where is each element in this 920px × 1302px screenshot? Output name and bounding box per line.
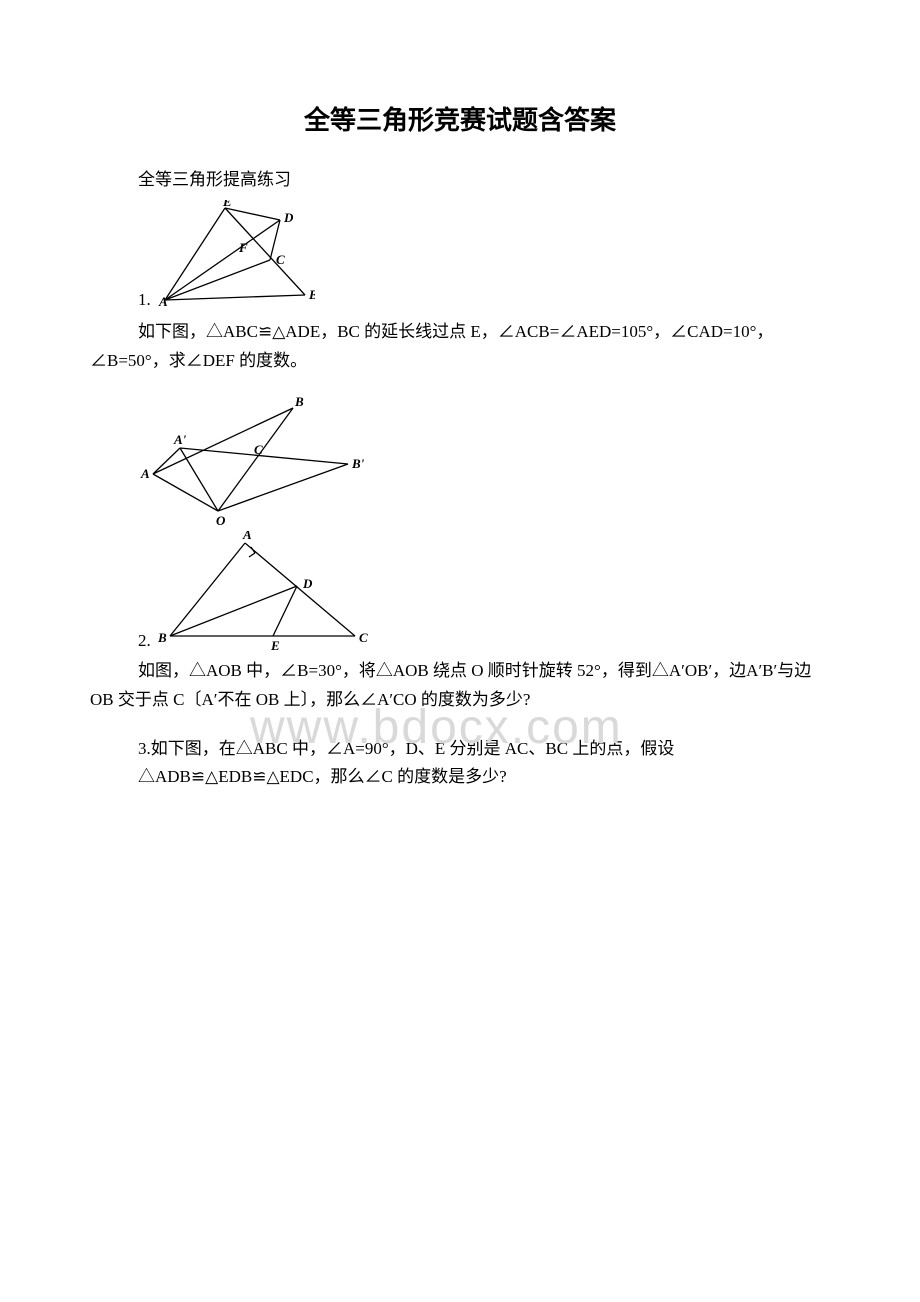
svg-text:C: C [254, 442, 263, 457]
problem-1-text: 如下图，△ABC≌△ADE，BC 的延长线过点 E，∠ACB=∠AED=105°… [90, 318, 830, 376]
figure-2a: O A A' B B' C [138, 396, 368, 531]
svg-text:C: C [276, 252, 285, 267]
svg-text:B': B' [351, 456, 365, 471]
problem-2-text: 如图，△AOB 中，∠B=30°，将△AOB 绕点 O 顺时针旋转 52°，得到… [90, 657, 830, 715]
svg-text:E: E [222, 200, 232, 209]
svg-text:B: B [157, 630, 167, 645]
problem-1-figure-row: 1. A B C D E F [138, 200, 830, 310]
figure-2b: A B C D E [155, 531, 385, 651]
problem-1-number: 1. [138, 290, 151, 310]
svg-text:C: C [359, 630, 368, 645]
problem-2-number: 2. [138, 631, 151, 651]
svg-text:A': A' [173, 432, 187, 447]
svg-text:A: A [158, 294, 168, 309]
subtitle: 全等三角形提高练习 [138, 165, 830, 190]
svg-text:F: F [238, 240, 248, 255]
svg-text:D: D [283, 210, 294, 225]
svg-text:E: E [270, 638, 280, 651]
svg-text:A: A [140, 466, 150, 481]
problem-2-figures: O A A' B B' C 2. A B C D E [138, 396, 830, 651]
svg-text:B: B [294, 396, 304, 409]
svg-text:D: D [302, 576, 313, 591]
figure-1: A B C D E F [155, 200, 315, 310]
problem-3-text: 3.如下图，在△ABC 中，∠A=90°，D、E 分别是 AC、BC 上的点，假… [138, 735, 830, 793]
svg-text:B: B [308, 287, 315, 302]
page-title: 全等三角形竞赛试题含答案 [90, 100, 830, 137]
svg-text:O: O [216, 513, 226, 528]
svg-text:A: A [242, 531, 252, 542]
